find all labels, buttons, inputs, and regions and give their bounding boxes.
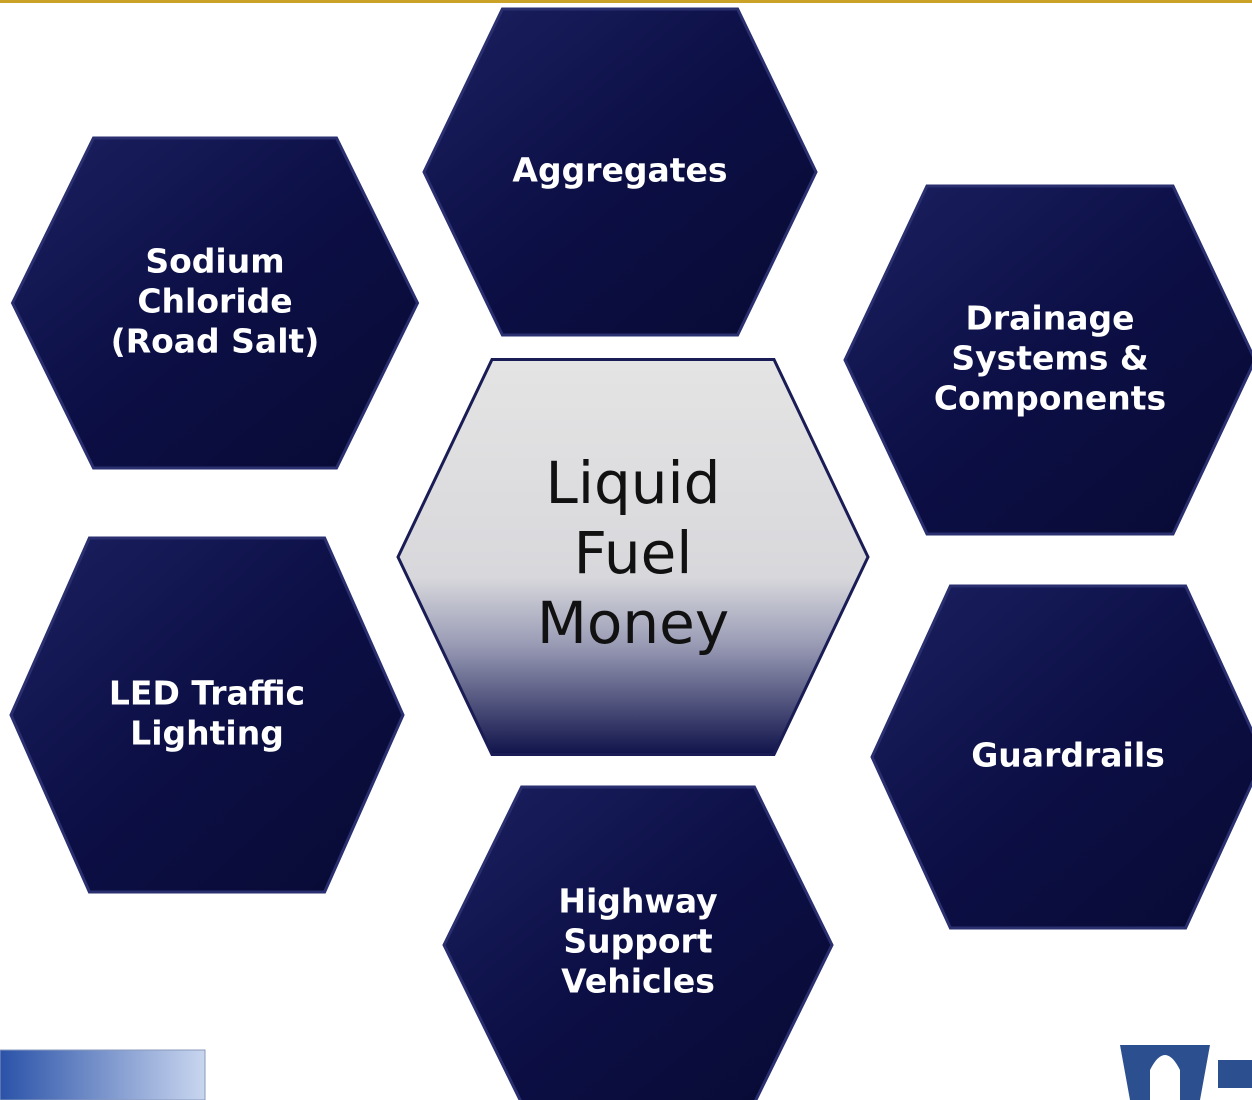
center-label: Money — [537, 589, 729, 657]
hexagon-label: (Road Salt) — [111, 322, 320, 361]
logo-wordmark — [1218, 1060, 1252, 1088]
flag-logo — [0, 1050, 205, 1100]
hexagon-label: Vehicles — [561, 962, 715, 1001]
hexagon-label: Drainage — [965, 299, 1134, 338]
center-label: Liquid — [546, 449, 721, 517]
hexagon-label: Highway — [558, 882, 717, 921]
page: Aggregates SodiumChloride(Road Salt) Drain… — [0, 0, 1252, 1100]
center-label: Fuel — [574, 519, 693, 587]
top-rule — [0, 0, 1252, 3]
hexagon-label: Systems & — [951, 339, 1148, 378]
penndot-logo — [1120, 1045, 1252, 1100]
hexagon-label: Chloride — [137, 282, 292, 321]
flag-image — [0, 1050, 205, 1100]
hexagon-label: Lighting — [130, 714, 284, 753]
hexagon-label: LED Traffic — [109, 674, 305, 713]
hexagon-label: Aggregates — [512, 151, 727, 190]
hexagon-label: Guardrails — [971, 736, 1165, 775]
hexagon-label: Components — [934, 379, 1166, 418]
hexagon-label: Sodium — [145, 242, 284, 281]
hexagon-label: Support — [563, 922, 712, 961]
slide: Aggregates SodiumChloride(Road Salt) Drain… — [0, 0, 1252, 1100]
